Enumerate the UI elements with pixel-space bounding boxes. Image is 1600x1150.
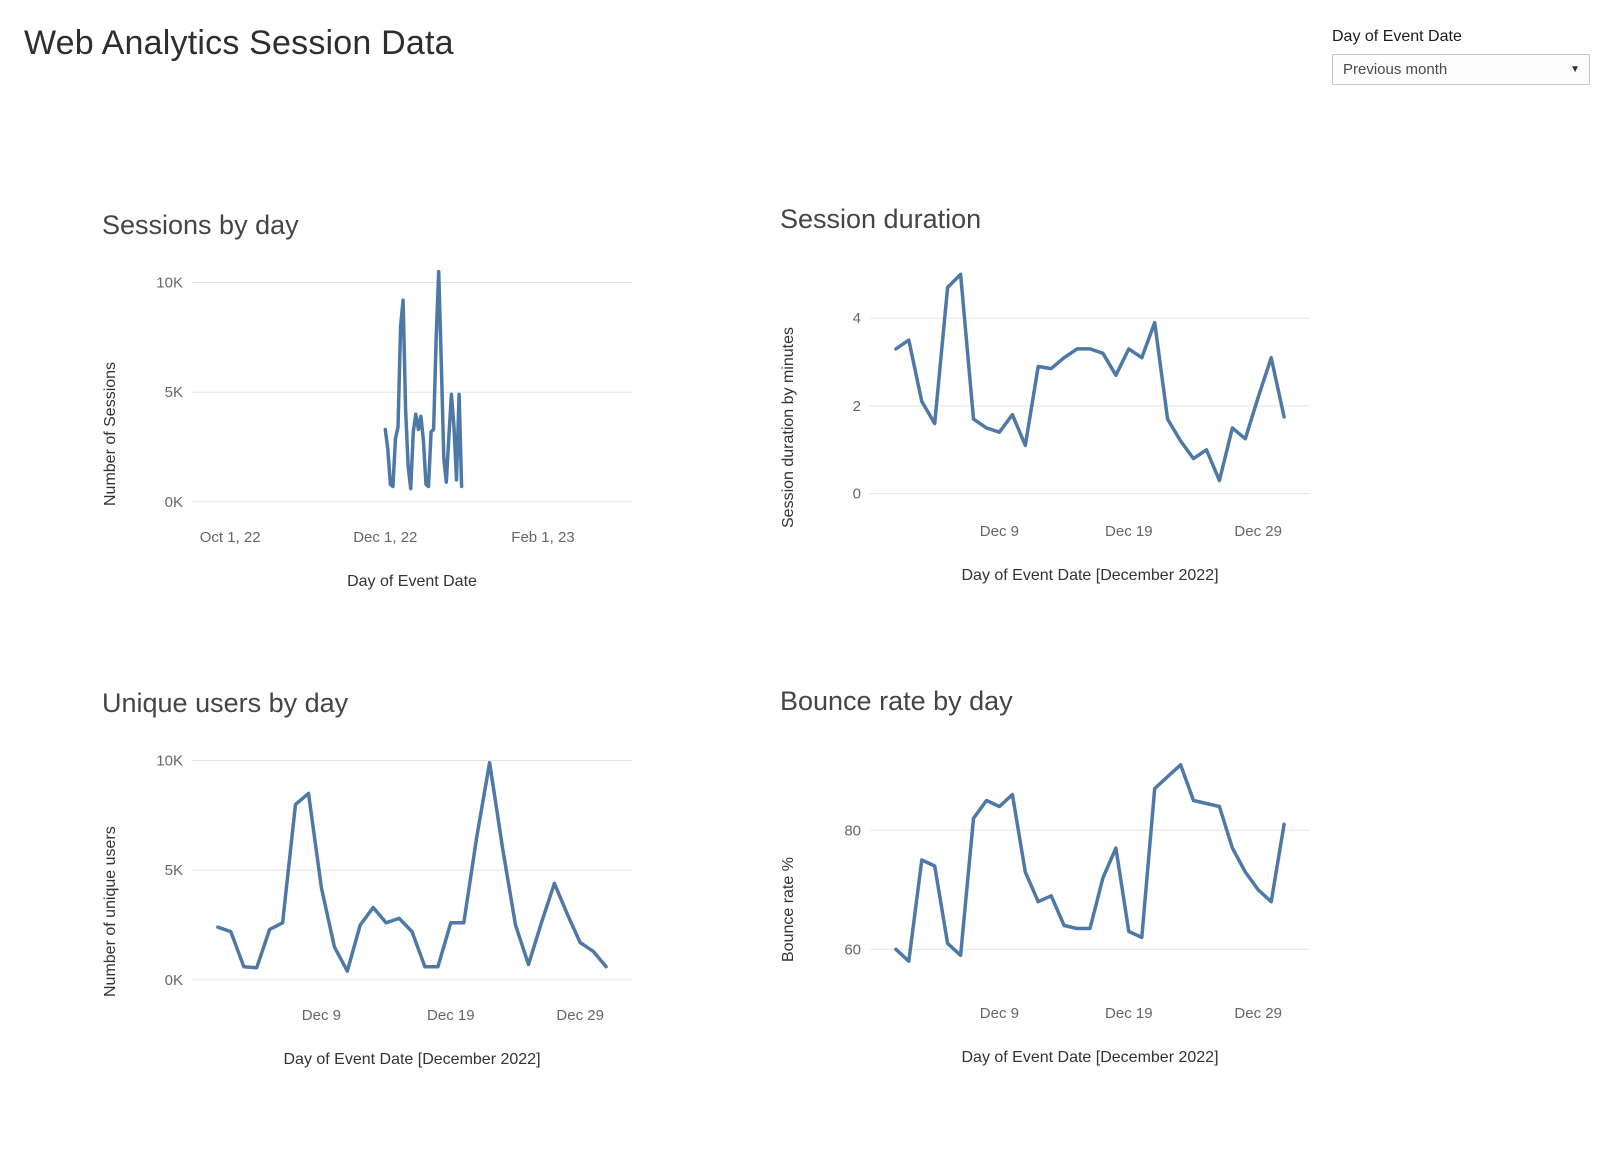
date-filter-panel: Day of Event Date Previous month ▼ (1332, 28, 1590, 85)
y-axis-label: Number of Sessions (102, 361, 119, 507)
page-title: Web Analytics Session Data (24, 24, 454, 62)
y-tick-label: 80 (844, 822, 861, 839)
y-axis-label: Session duration by minutes (780, 327, 797, 529)
y-tick-label: 0 (853, 486, 861, 503)
y-tick-label: 60 (844, 941, 861, 958)
x-axis-label: Day of Event Date [December 2022] (961, 1049, 1219, 1066)
x-tick-label: Dec 19 (1105, 1005, 1153, 1022)
y-tick-label: 10K (156, 753, 183, 770)
y-tick-label: 10K (156, 275, 183, 292)
y-tick-label: 4 (853, 310, 861, 327)
x-tick-label: Dec 19 (1105, 523, 1153, 540)
x-tick-label: Dec 9 (302, 1007, 341, 1024)
x-tick-label: Dec 9 (980, 1005, 1019, 1022)
y-tick-label: 0K (165, 494, 183, 511)
chart-session-duration: Session duration Session duration by min… (778, 204, 1338, 585)
x-tick-label: Dec 29 (1234, 523, 1282, 540)
chart-bounce-rate-by-day: Bounce rate by day Bounce rate % 60 80 Dec… (778, 686, 1338, 1067)
chart-title: Sessions by day (102, 210, 299, 240)
chart-unique-users-by-day: Unique users by day Number of unique use… (100, 688, 660, 1069)
line-series (894, 763, 1286, 963)
chevron-down-icon: ▼ (1570, 64, 1580, 75)
y-tick-label: 0K (165, 972, 183, 989)
chart-title: Bounce rate by day (780, 686, 1013, 716)
users-line-plot[interactable]: 0K 5K 10K Dec 9 Dec 19 Dec 29 (122, 731, 660, 1049)
chart-title: Session duration (780, 204, 982, 234)
sessions-line-plot[interactable]: 0K 5K 10K Oct 1, 22 Dec 1, 22 Feb 1, 23 (122, 253, 660, 571)
x-tick-label: Dec 9 (980, 523, 1019, 540)
line-series (216, 760, 608, 973)
line-series (383, 269, 464, 491)
duration-line-plot[interactable]: 0 2 4 Dec 9 Dec 19 Dec 29 (800, 247, 1338, 565)
y-tick-label: 2 (853, 398, 861, 415)
x-tick-label: Dec 1, 22 (353, 529, 417, 546)
x-axis-label: Day of Event Date (347, 573, 477, 590)
x-tick-label: Feb 1, 23 (511, 529, 574, 546)
chart-title: Unique users by day (102, 688, 349, 718)
bounce-line-plot[interactable]: 60 80 Dec 9 Dec 19 Dec 29 (800, 729, 1338, 1047)
x-tick-label: Dec 29 (1234, 1005, 1282, 1022)
chart-sessions-by-day: Sessions by day Number of Sessions 0K 5K 1… (100, 210, 660, 591)
date-filter-dropdown[interactable]: Previous month ▼ (1332, 54, 1590, 85)
x-axis-label: Day of Event Date [December 2022] (283, 1051, 541, 1068)
x-tick-label: Dec 29 (556, 1007, 604, 1024)
y-axis-label: Number of unique users (102, 826, 119, 998)
y-tick-label: 5K (165, 862, 183, 879)
filter-selected-value: Previous month (1343, 61, 1448, 78)
x-tick-label: Oct 1, 22 (200, 529, 261, 546)
y-axis-label: Bounce rate % (780, 857, 797, 963)
line-series (894, 272, 1286, 483)
filter-label: Day of Event Date (1332, 28, 1462, 45)
y-tick-label: 5K (165, 384, 183, 401)
x-tick-label: Dec 19 (427, 1007, 475, 1024)
x-axis-label: Day of Event Date [December 2022] (961, 567, 1219, 584)
